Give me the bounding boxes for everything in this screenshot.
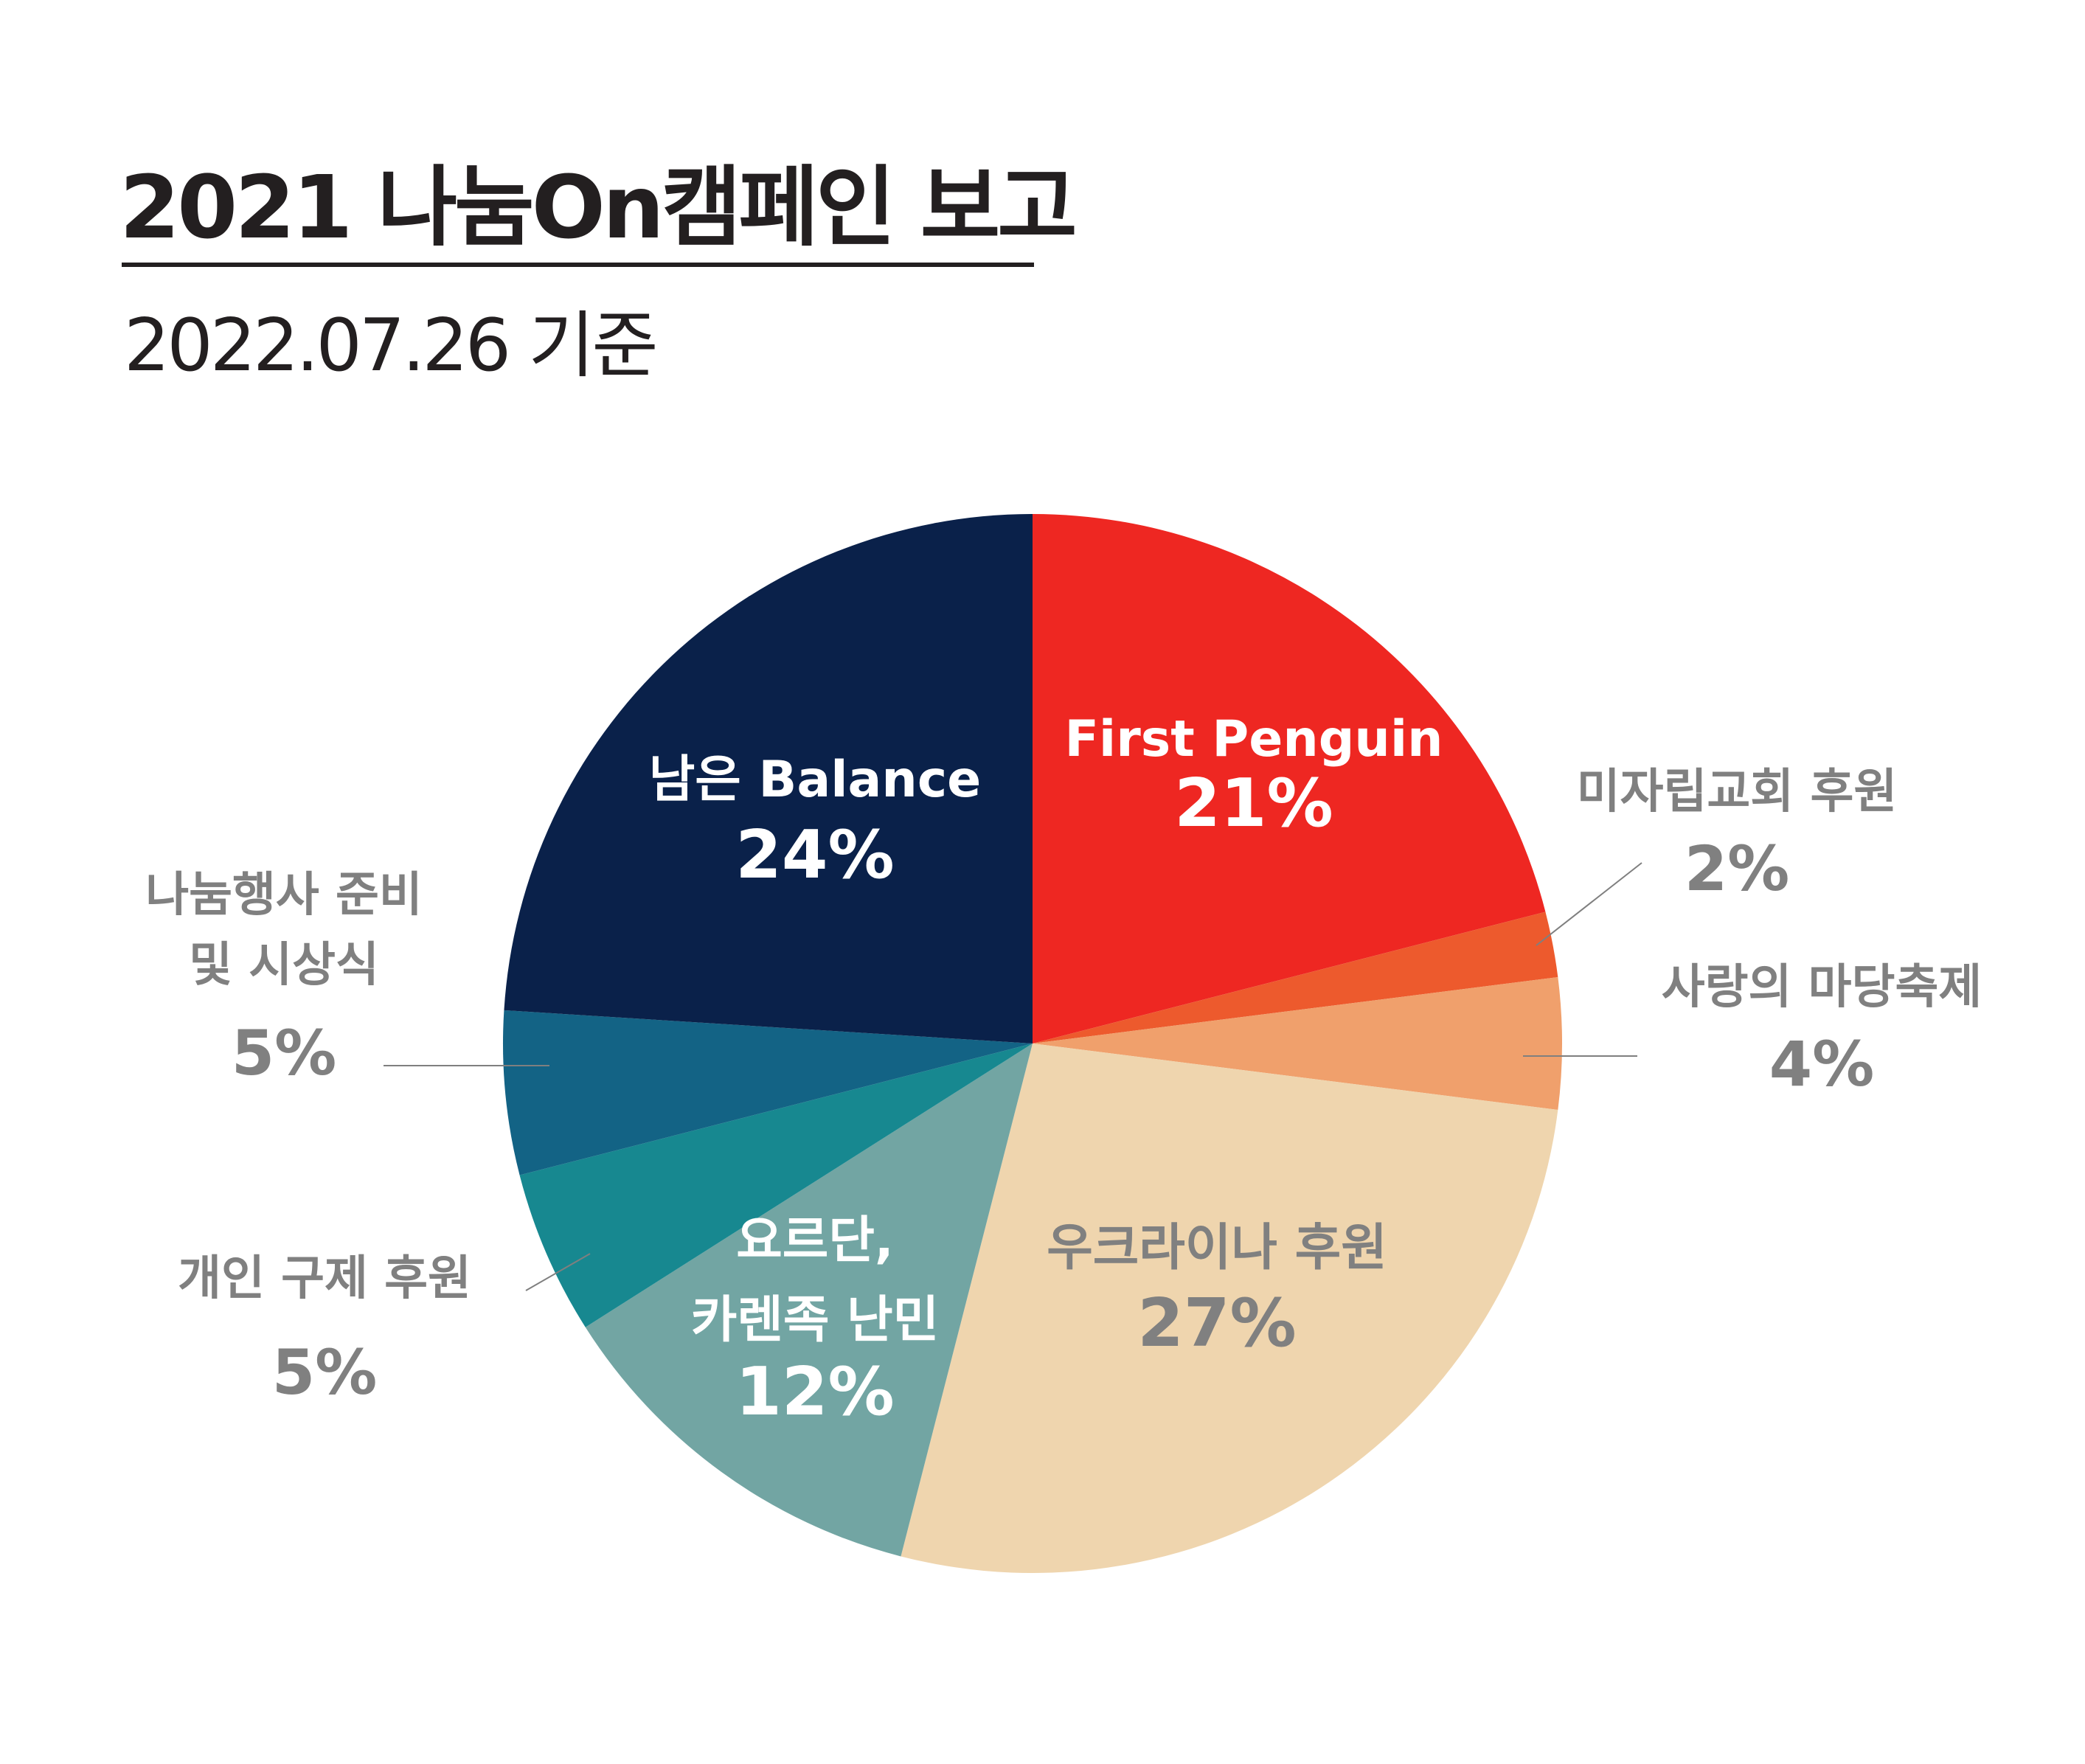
page-subtitle: 2022.07.26 기준 xyxy=(124,304,659,388)
pie-slice-4 xyxy=(901,1044,1558,1573)
page-title: 2021 나눔On캠페인 보고 xyxy=(119,156,1078,258)
leader-line-2 xyxy=(1536,862,1642,946)
leader-lines xyxy=(384,862,1642,1291)
slice-value-7: 5% xyxy=(232,1017,337,1089)
title-underline xyxy=(122,263,1034,267)
slice-value-2: 2% xyxy=(1685,833,1790,905)
pie-slice-1 xyxy=(1033,514,1546,1044)
slice-label-남은-balance: 남은 Balance xyxy=(649,751,982,809)
pie-slice-2 xyxy=(1033,911,1558,1044)
slice-label-미자립교회-후원: 미자립교회 후원 xyxy=(1577,765,1897,819)
slice-value-8: 24% xyxy=(735,816,894,894)
pie-slice-3 xyxy=(1033,977,1563,1110)
slice-label-카렌족-난민: 카렌족 난민 xyxy=(691,1291,939,1350)
pie-slice-8 xyxy=(504,514,1033,1044)
slice-value-4: 27% xyxy=(1137,1285,1296,1362)
slice-label-개인-구제-후원: 개인 구제 후원 xyxy=(178,1251,471,1306)
slice-label-first-penguin: First Penguin xyxy=(1064,710,1443,768)
slice-label-우크라이나-후원: 우크라이나 후원 xyxy=(1047,1219,1387,1277)
slice-value-3: 4% xyxy=(1769,1028,1875,1100)
pie-slices xyxy=(503,514,1563,1573)
pie-slice-7 xyxy=(503,1010,1033,1176)
slice-label-및-시상식: 및 시상식 xyxy=(189,938,379,993)
pie-slice-6 xyxy=(519,1044,1033,1327)
slice-value-6: 5% xyxy=(272,1336,378,1409)
pie-slice-5 xyxy=(585,1044,1033,1557)
leader-line-6 xyxy=(525,1253,591,1291)
slice-label-나눔행사-준비: 나눔행사 준비 xyxy=(145,868,423,923)
slice-value-5: 12% xyxy=(735,1353,894,1431)
slice-value-1: 21% xyxy=(1174,765,1333,842)
slice-label-사랑의-마당축제: 사랑의 마당축제 xyxy=(1662,960,1982,1015)
slice-label-요르단: 요르단, xyxy=(736,1212,894,1270)
